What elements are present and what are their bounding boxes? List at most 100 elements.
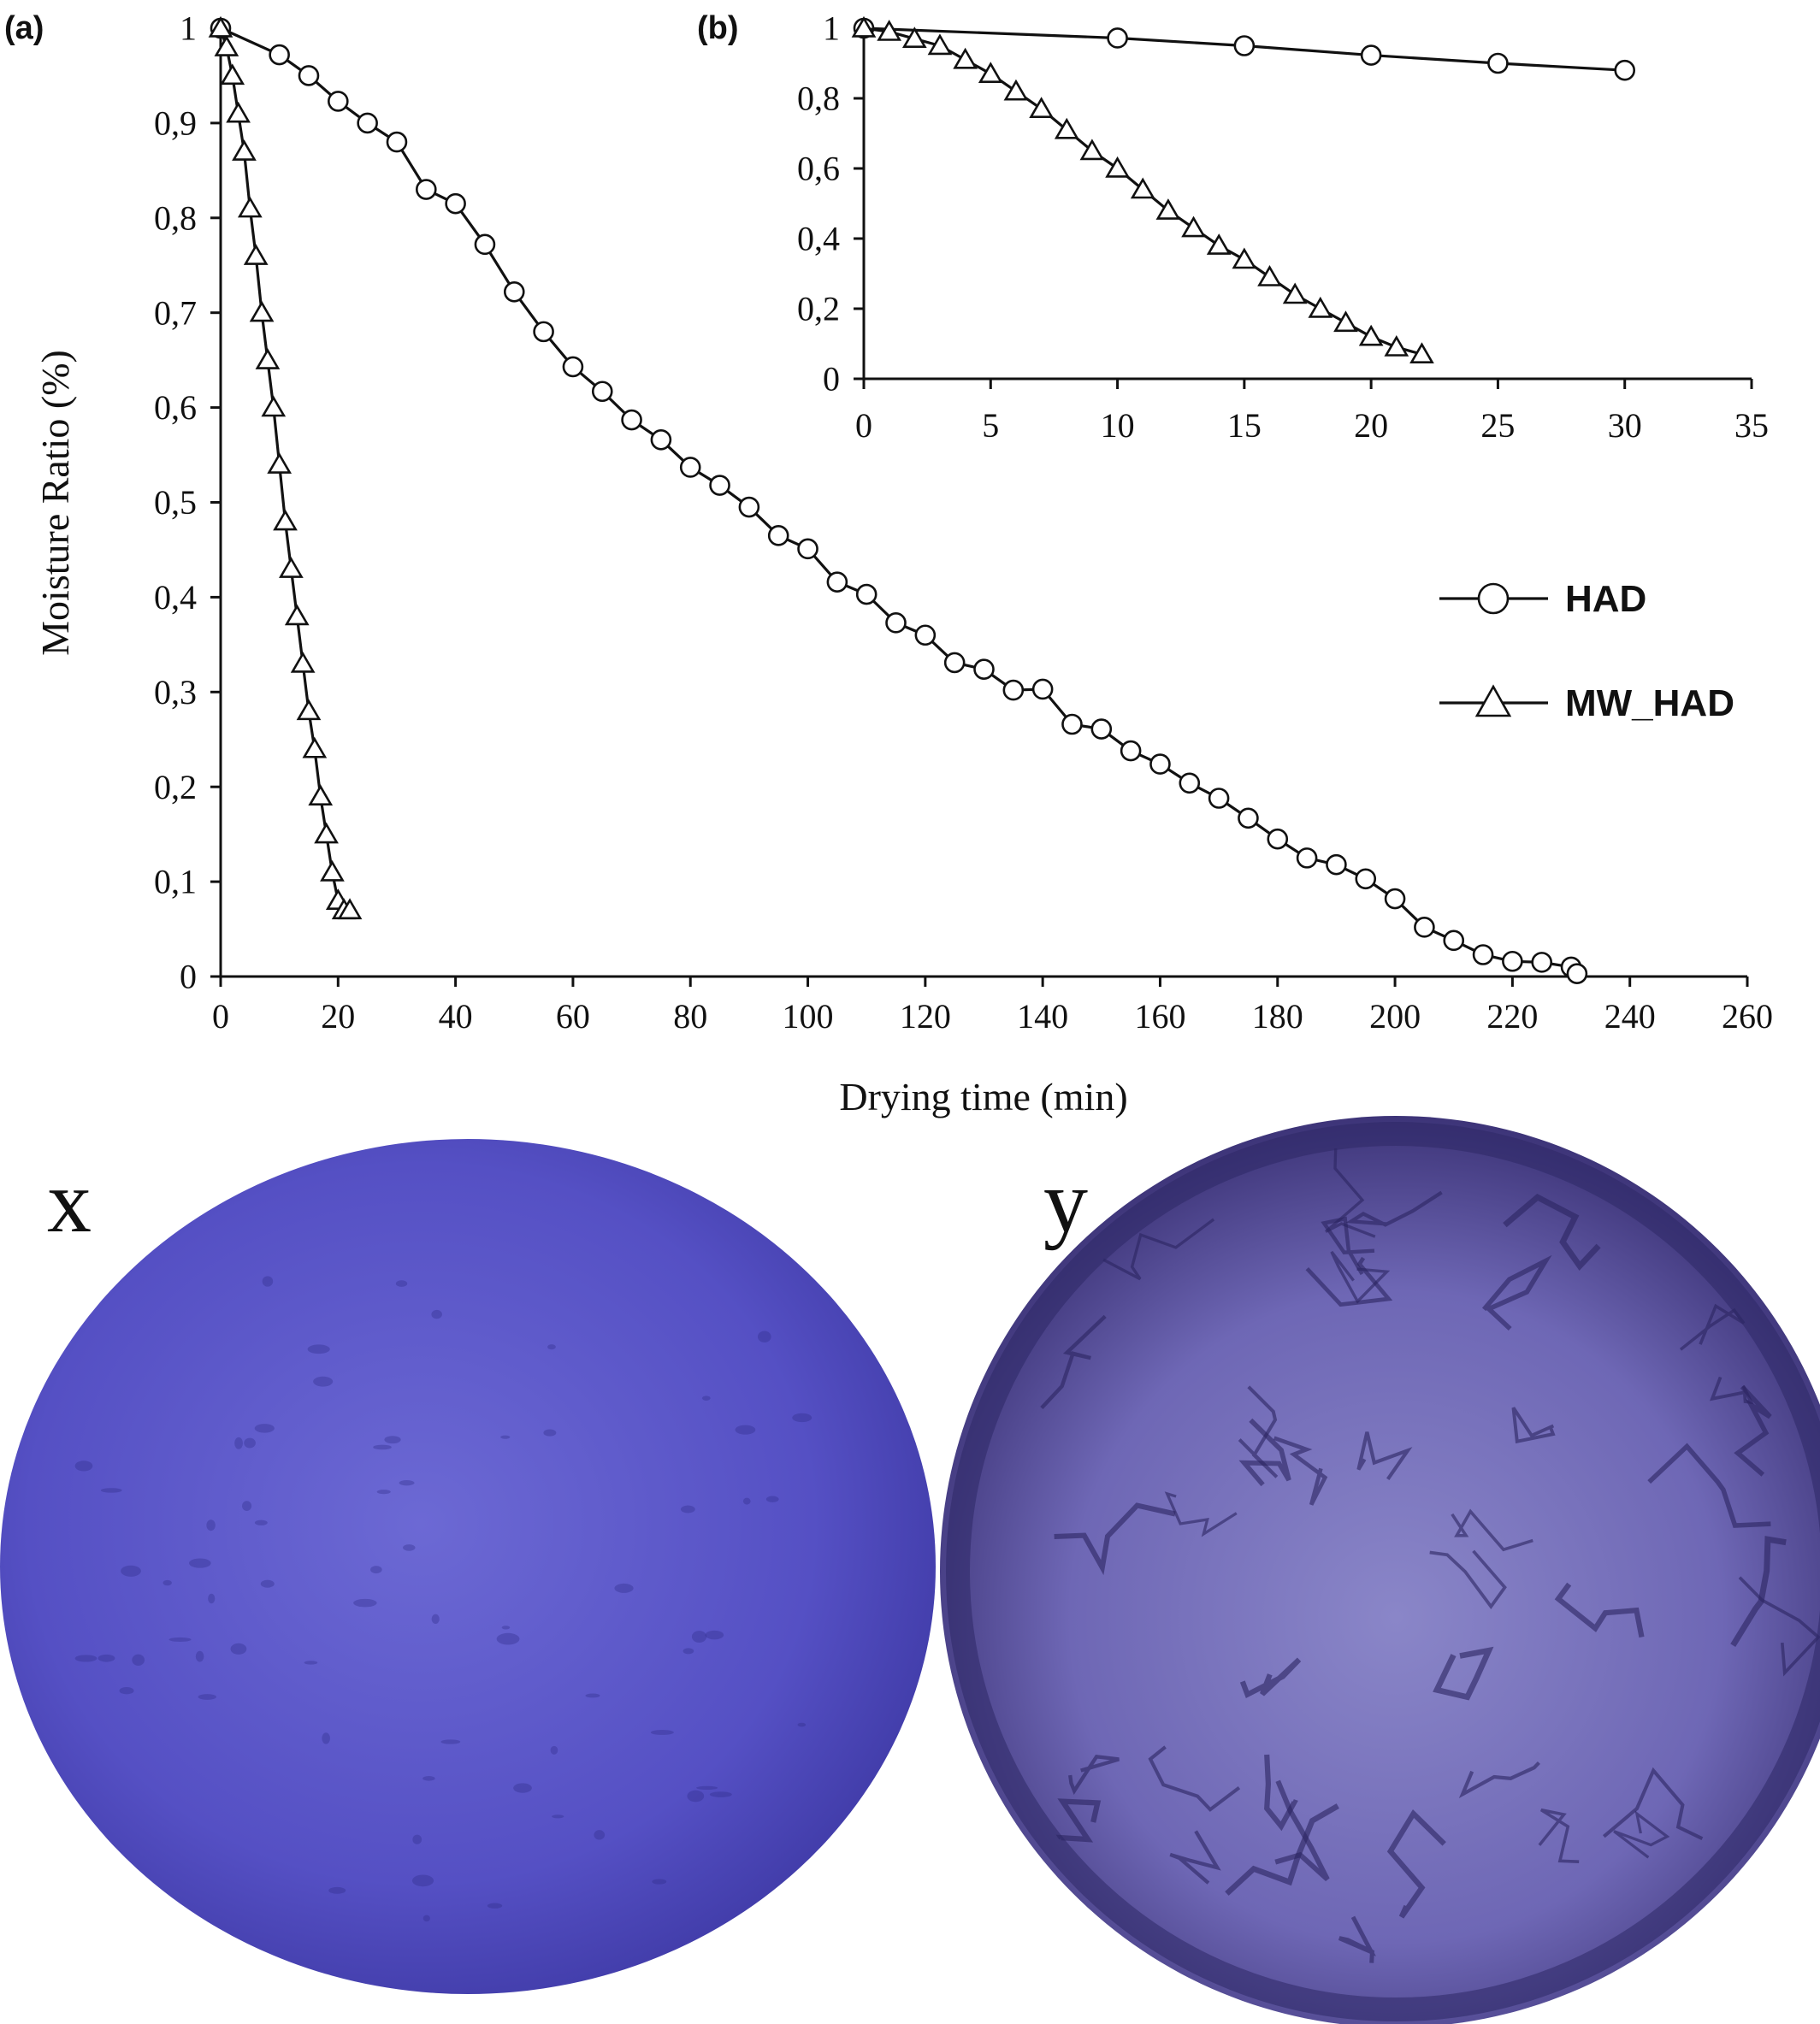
sample-y-crack — [1429, 1549, 1507, 1609]
sample-y-crack — [1148, 1745, 1241, 1812]
sample-x-dimple — [422, 1915, 430, 1922]
sample-x-dimple — [543, 1429, 557, 1437]
sample-y-crack — [1068, 1754, 1120, 1795]
inset-x-tick-label: 5 — [982, 406, 999, 445]
inset-mw-had-point — [1384, 335, 1409, 357]
inset-had-line — [863, 27, 1625, 72]
main-mw-had-point — [320, 859, 345, 882]
main-mw-had-point — [232, 139, 257, 161]
sample-x-dimple — [162, 1579, 172, 1586]
inset-chart-panel-b: (b) 0 5 10 15 20 25 30 35 0 0,2 0,4 0,6 0,8 1 — [697, 9, 1769, 445]
sample-x-dimple — [594, 1830, 606, 1840]
main-x-tick-label: 120 — [900, 997, 951, 1036]
main-x-axis-label: Drying time (min) — [839, 1075, 1127, 1118]
panel-a-tag: (a) — [4, 10, 44, 46]
sample-x-dimple — [395, 1280, 408, 1287]
inset-mw-had-point — [1054, 117, 1079, 139]
sample-x-dimple — [705, 1630, 724, 1640]
main-mw-had-point — [249, 300, 275, 322]
inset-mw-had-point — [1409, 342, 1434, 364]
legend: HAD MW_HAD — [1439, 578, 1734, 724]
main-mw-had-point — [273, 509, 298, 531]
photo-label-y: y — [1043, 1153, 1088, 1251]
main-y-tick-label: 0,5 — [154, 483, 197, 522]
sample-x-dimple — [242, 1501, 252, 1512]
main-mw-had-point — [290, 651, 316, 673]
sample-y-crack — [1709, 1376, 1754, 1405]
sample-y-disc — [940, 1116, 1820, 2024]
main-had-point — [885, 612, 907, 634]
inset-had-point — [1360, 44, 1382, 66]
inset-y-tick-label: 0,8 — [797, 80, 840, 118]
main-had-point — [679, 457, 701, 478]
main-mw-had-point — [208, 15, 233, 38]
sample-y-crack — [1238, 1418, 1291, 1487]
sample-y-crack — [1102, 1218, 1215, 1281]
main-had-point — [1208, 788, 1230, 809]
main-had-point — [1384, 888, 1406, 910]
main-x-tick-label: 160 — [1134, 997, 1185, 1036]
main-had-point — [621, 409, 642, 431]
sample-x-dimple — [496, 1632, 520, 1645]
sample-x-dimple — [552, 1815, 564, 1819]
inset-mw-had-point — [1130, 177, 1155, 199]
main-had-point — [1238, 807, 1259, 829]
main-y-tick-label: 0,4 — [154, 578, 197, 617]
main-had-point — [328, 91, 349, 112]
sample-y-crack — [1040, 1314, 1107, 1410]
sample-x-dimple — [650, 1730, 674, 1735]
sample-x-dimple — [500, 1435, 511, 1439]
sample-y-crack — [1647, 1443, 1771, 1528]
sample-x-dimple — [373, 1444, 392, 1450]
legend-had-marker — [1477, 582, 1510, 615]
sample-y-crack — [1356, 1431, 1413, 1480]
sample-x-dimple — [701, 1396, 711, 1401]
sample-x-dimple — [384, 1436, 401, 1444]
sample-y-crack — [1538, 1808, 1580, 1863]
sample-x-dimple — [260, 1579, 275, 1588]
sample-x-dimple — [550, 1745, 558, 1755]
sample-y-rim — [946, 1122, 1820, 2021]
sample-y-crack — [1730, 1536, 1787, 1648]
inset-y-tick-label: 0,6 — [797, 150, 840, 188]
sample-x-dimple — [585, 1693, 600, 1698]
main-had-point — [474, 233, 496, 256]
sample-x-dimple — [254, 1424, 275, 1433]
sample-y-crack — [1305, 1256, 1393, 1307]
inset-mw-had-point — [1282, 282, 1308, 304]
inset-mw-had-point — [953, 47, 978, 69]
sample-x-dimple — [262, 1276, 274, 1287]
sample-x-dimple — [195, 1650, 204, 1662]
main-mw-had-point — [237, 196, 263, 218]
inset-ticks: 0 5 10 15 20 25 30 35 0 0,2 0,4 0,6 0,8 1 — [797, 9, 1769, 445]
main-x-tick-label: 60 — [556, 997, 590, 1036]
sample-x-dimple — [74, 1460, 93, 1472]
main-mw-had-point — [279, 557, 304, 578]
sample-x-dimple — [74, 1655, 98, 1662]
sample-x-dimple — [304, 1661, 318, 1665]
sample-x-dimple — [168, 1637, 192, 1642]
sample-x-dimple — [376, 1490, 391, 1495]
main-x-tick-label: 20 — [321, 997, 355, 1036]
main-had-line — [220, 27, 1579, 975]
sample-x-dimple — [513, 1783, 532, 1793]
inset-mw-had-point — [1232, 247, 1257, 269]
inset-mw-had-point — [1105, 156, 1130, 178]
inset-mw-had-point — [1155, 198, 1181, 220]
main-y-tick-label: 0,7 — [154, 293, 197, 332]
sample-y-crack — [1554, 1582, 1645, 1638]
inset-x-tick-label: 35 — [1734, 406, 1769, 445]
main-mw-had-point — [302, 736, 328, 758]
main-x-tick-label: 180 — [1252, 997, 1303, 1036]
sample-x-dimple — [313, 1376, 334, 1387]
main-mw-had-point — [243, 244, 269, 265]
sample-y-crack — [1613, 1810, 1670, 1859]
sample-x-dimple — [735, 1425, 756, 1435]
main-y-tick-label: 0,2 — [154, 768, 197, 806]
main-x-tick-label: 100 — [783, 997, 834, 1036]
sample-x-dimple — [370, 1566, 382, 1574]
photo-label-x: x — [47, 1153, 92, 1251]
sample-x-dimple — [132, 1654, 145, 1666]
inset-mw-had-point — [1079, 139, 1105, 161]
main-y-axis-label: Moisture Ratio (%) — [33, 350, 77, 656]
